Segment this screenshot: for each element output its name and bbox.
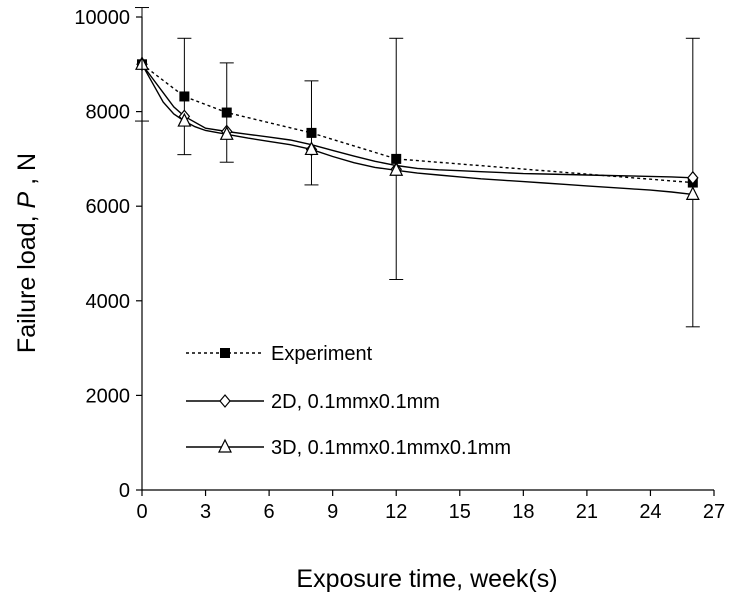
series-3-line xyxy=(141,63,693,196)
series-3-marker xyxy=(177,112,192,127)
tick-labels: 0 2000 4000 6000 8000 10000 0 3 6 9 12 15 18 21 24 27 xyxy=(74,7,725,523)
y-tick-label: 6000 xyxy=(86,196,131,218)
y-tick-label: 8000 xyxy=(86,102,131,124)
series-markers xyxy=(135,55,700,200)
legend: Experiment 2D, 0.1mmx0.1mm 3D, 0.1mmx0.1mm… xyxy=(186,343,511,459)
x-tick-label: 15 xyxy=(449,501,471,523)
x-tick-label: 3 xyxy=(200,501,211,523)
x-tick-label: 6 xyxy=(264,501,275,523)
series-3-marker xyxy=(685,186,700,200)
y-axis-title: Failure load, P , N xyxy=(13,153,41,353)
x-tick-label: 9 xyxy=(327,501,338,523)
legend-marker xyxy=(220,348,230,358)
y-tick-label: 4000 xyxy=(86,291,131,313)
series-1-marker xyxy=(306,127,317,138)
y-axis-title-variable: P xyxy=(13,192,41,209)
legend-label: 3D, 0.1mmx0.1mmx0.1mm xyxy=(271,437,511,459)
legend-label: Experiment xyxy=(271,343,373,365)
series-3-marker xyxy=(389,161,404,176)
series-3-marker xyxy=(304,141,319,156)
legend-label: 2D, 0.1mmx0.1mm xyxy=(271,391,440,413)
x-tick-label: 21 xyxy=(576,501,598,523)
x-tick-label: 18 xyxy=(512,501,534,523)
legend-marker xyxy=(218,438,232,453)
axes xyxy=(136,16,715,496)
x-axis-title: Exposure time, week(s) xyxy=(296,565,557,593)
y-tick-label: 0 xyxy=(119,480,130,502)
x-tick-label: 12 xyxy=(385,501,407,523)
series-1-marker xyxy=(179,91,190,102)
series-1-line xyxy=(141,63,693,184)
y-tick-label: 10000 xyxy=(74,7,130,29)
x-tick-label: 0 xyxy=(136,501,147,523)
y-axis-title-part: Failure load, xyxy=(13,209,41,354)
x-tick-label: 24 xyxy=(639,501,661,523)
y-axis-title-unit: , N xyxy=(13,153,41,192)
series-3-marker xyxy=(219,125,234,140)
series-2-marker xyxy=(687,170,699,185)
error-bars xyxy=(135,7,700,328)
legend-marker xyxy=(219,394,231,408)
x-tick-label: 27 xyxy=(703,501,725,523)
y-tick-label: 2000 xyxy=(86,385,131,407)
series-1-marker xyxy=(391,153,402,164)
series-1-marker xyxy=(221,107,232,118)
